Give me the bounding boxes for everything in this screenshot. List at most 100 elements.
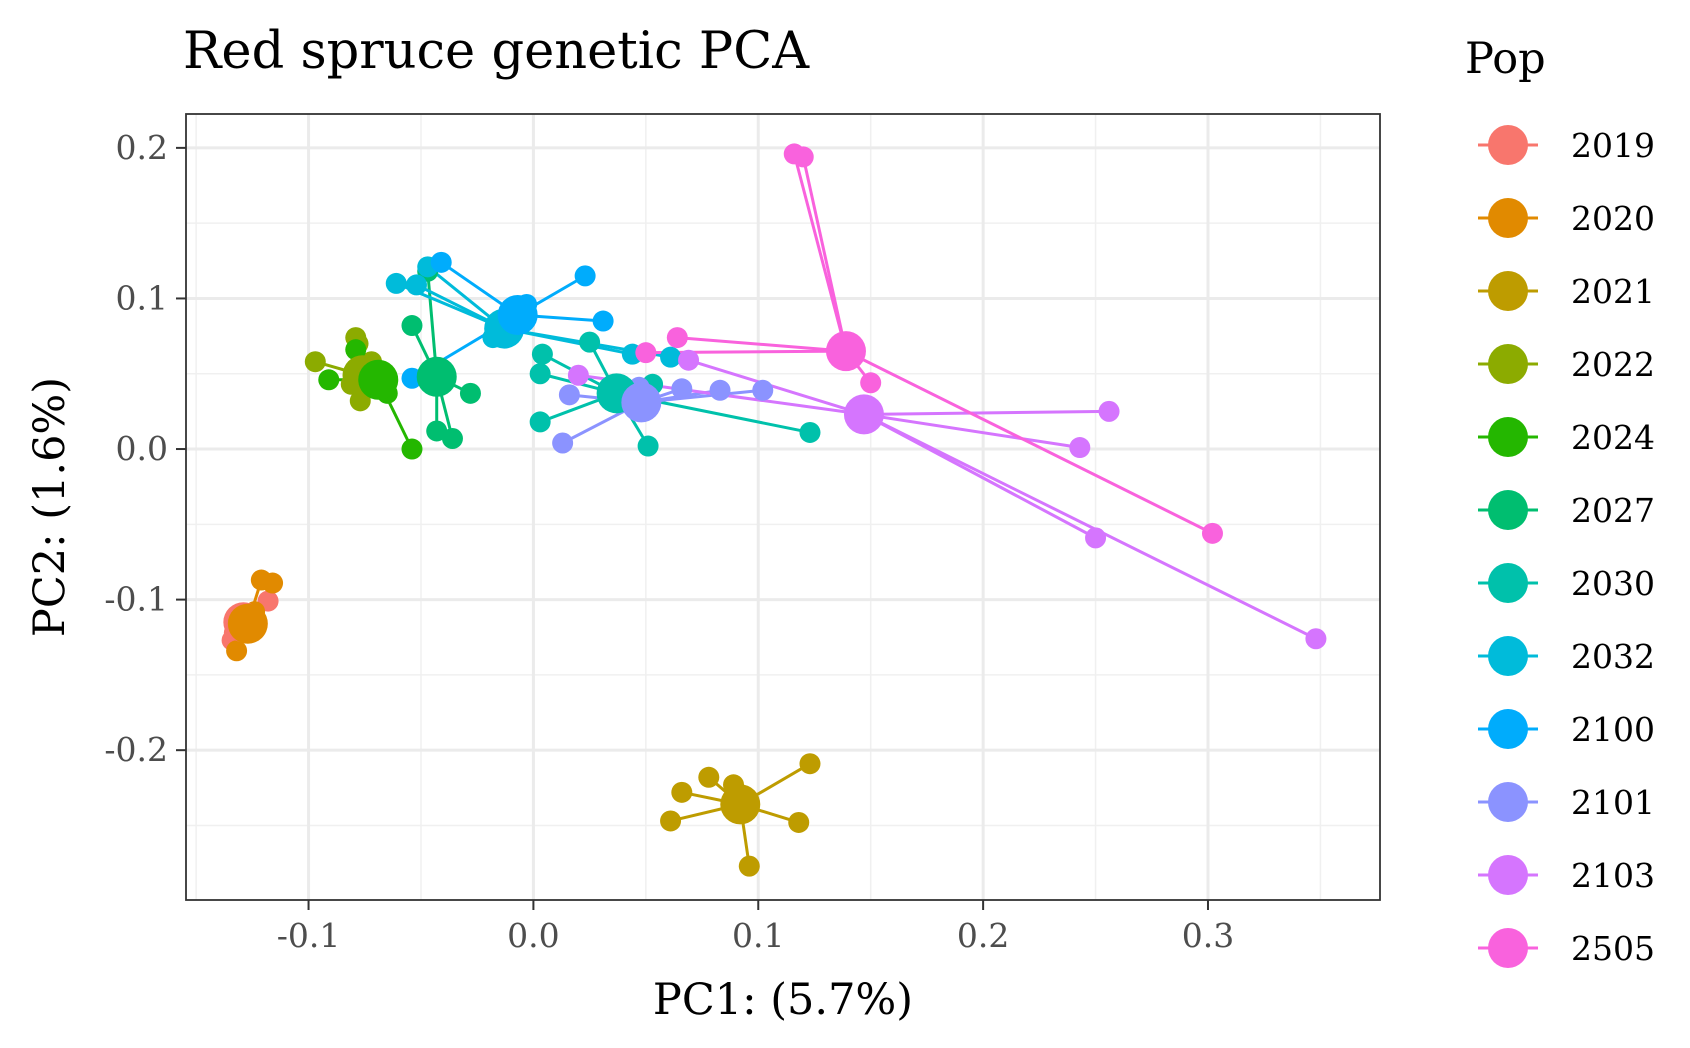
- legend-label-2021: 2021: [1571, 272, 1655, 311]
- point-2030: [531, 343, 553, 365]
- centroid-2505: [825, 331, 866, 372]
- legend-item-2030: 2030: [1478, 563, 1655, 603]
- centroid-2101: [621, 382, 662, 423]
- point-2505: [860, 372, 882, 394]
- point-2020: [262, 572, 284, 594]
- point-2021: [671, 781, 693, 803]
- legend-label-2030: 2030: [1571, 564, 1655, 603]
- point-2101: [752, 379, 774, 401]
- segment-2103: [863, 413, 1317, 641]
- x-tick-label: 0.3: [1182, 916, 1234, 955]
- x-tick-label: 0.0: [507, 916, 559, 955]
- centroid-2021: [720, 784, 761, 825]
- point-2101: [552, 432, 574, 454]
- point-2021: [698, 766, 720, 788]
- segment-2103: [688, 358, 865, 416]
- point-2030: [529, 363, 551, 385]
- legend: Pop 2019 2020 2021 2022 2024 2027 2030 2032 2100…: [1465, 34, 1655, 968]
- y-tick-label: 0.1: [116, 278, 168, 317]
- x-tick-label: 0.2: [957, 916, 1009, 955]
- x-tick-label: 0.1: [732, 916, 784, 955]
- legend-item-2103: 2103: [1478, 855, 1655, 895]
- legend-keys: 2019 2020 2021 2022 2024 2027 2030 2032 2100 2101…: [1478, 125, 1655, 968]
- point-2030: [799, 421, 821, 443]
- x-axis-title: PC1: (5.7%): [653, 975, 913, 1025]
- legend-label-2020: 2020: [1571, 199, 1655, 238]
- legend-label-2100: 2100: [1571, 710, 1655, 749]
- centroid-2027: [416, 356, 457, 397]
- point-2032: [385, 272, 407, 294]
- segment-2103: [863, 409, 1110, 416]
- point-2505: [792, 146, 814, 168]
- point-2027: [401, 315, 423, 337]
- point-2024: [345, 339, 367, 361]
- y-tick-label: -0.1: [104, 580, 168, 619]
- legend-item-2032: 2032: [1478, 636, 1655, 676]
- point-2027: [426, 420, 448, 442]
- point-2022: [349, 390, 371, 412]
- point-2027: [459, 382, 481, 404]
- legend-marker-2020: [1488, 198, 1528, 238]
- point-2024: [401, 438, 423, 460]
- point-2103: [567, 364, 589, 386]
- point-2020: [226, 640, 248, 662]
- y-axis: -0.2 -0.1 0.0 0.1 0.2: [104, 128, 186, 769]
- legend-marker-2103: [1488, 855, 1528, 895]
- point-2021: [788, 811, 810, 833]
- centroid-2100: [497, 295, 538, 336]
- point-2103: [1098, 400, 1120, 422]
- point-2101: [558, 384, 580, 406]
- legend-marker-2100: [1488, 709, 1528, 749]
- legend-marker-2101: [1488, 782, 1528, 822]
- legend-label-2022: 2022: [1571, 345, 1655, 384]
- y-tick-label: 0.0: [116, 429, 168, 468]
- legend-label-2027: 2027: [1571, 491, 1655, 530]
- legend-marker-2030: [1488, 563, 1528, 603]
- point-2030: [529, 411, 551, 433]
- legend-marker-2505: [1488, 928, 1528, 968]
- point-2027: [441, 427, 463, 449]
- segment-2103: [863, 412, 1081, 450]
- major-gridlines: [186, 114, 1380, 900]
- point-2100: [430, 251, 452, 273]
- centroids-layer: [223, 295, 884, 825]
- point-2505: [635, 342, 657, 364]
- legend-item-2022: 2022: [1478, 344, 1655, 384]
- segment-2505: [845, 349, 1214, 535]
- centroid-2024: [358, 359, 399, 400]
- point-2103: [1085, 527, 1107, 549]
- y-tick-label: 0.2: [116, 128, 168, 167]
- legend-item-2505: 2505: [1478, 928, 1655, 968]
- legend-title: Pop: [1465, 34, 1546, 84]
- segment-2101: [641, 388, 763, 404]
- legend-item-2100: 2100: [1478, 709, 1655, 749]
- point-2022: [304, 351, 326, 373]
- point-2103: [1305, 628, 1327, 650]
- point-2030: [579, 331, 601, 353]
- point-2100: [574, 265, 596, 287]
- minor-gridlines: [186, 114, 1380, 900]
- legend-marker-2021: [1488, 271, 1528, 311]
- point-2021: [799, 753, 821, 775]
- legend-item-2101: 2101: [1478, 782, 1655, 822]
- legend-marker-2024: [1488, 417, 1528, 457]
- legend-label-2505: 2505: [1571, 929, 1655, 968]
- point-2505: [666, 327, 688, 349]
- legend-item-2021: 2021: [1478, 271, 1655, 311]
- legend-label-2103: 2103: [1571, 856, 1655, 895]
- legend-item-2019: 2019: [1478, 125, 1655, 165]
- panel-border: [185, 113, 1381, 901]
- point-2030: [637, 435, 659, 457]
- plot-panel: [185, 113, 1381, 901]
- point-2032: [405, 274, 427, 296]
- centroid-2103: [843, 394, 884, 435]
- point-2100: [592, 310, 614, 332]
- legend-marker-2032: [1488, 636, 1528, 676]
- point-2505: [1201, 522, 1223, 544]
- x-tick-label: -0.1: [277, 916, 341, 955]
- legend-item-2020: 2020: [1478, 198, 1655, 238]
- legend-label-2032: 2032: [1571, 637, 1655, 676]
- point-2024: [318, 369, 340, 391]
- legend-label-2024: 2024: [1571, 418, 1655, 457]
